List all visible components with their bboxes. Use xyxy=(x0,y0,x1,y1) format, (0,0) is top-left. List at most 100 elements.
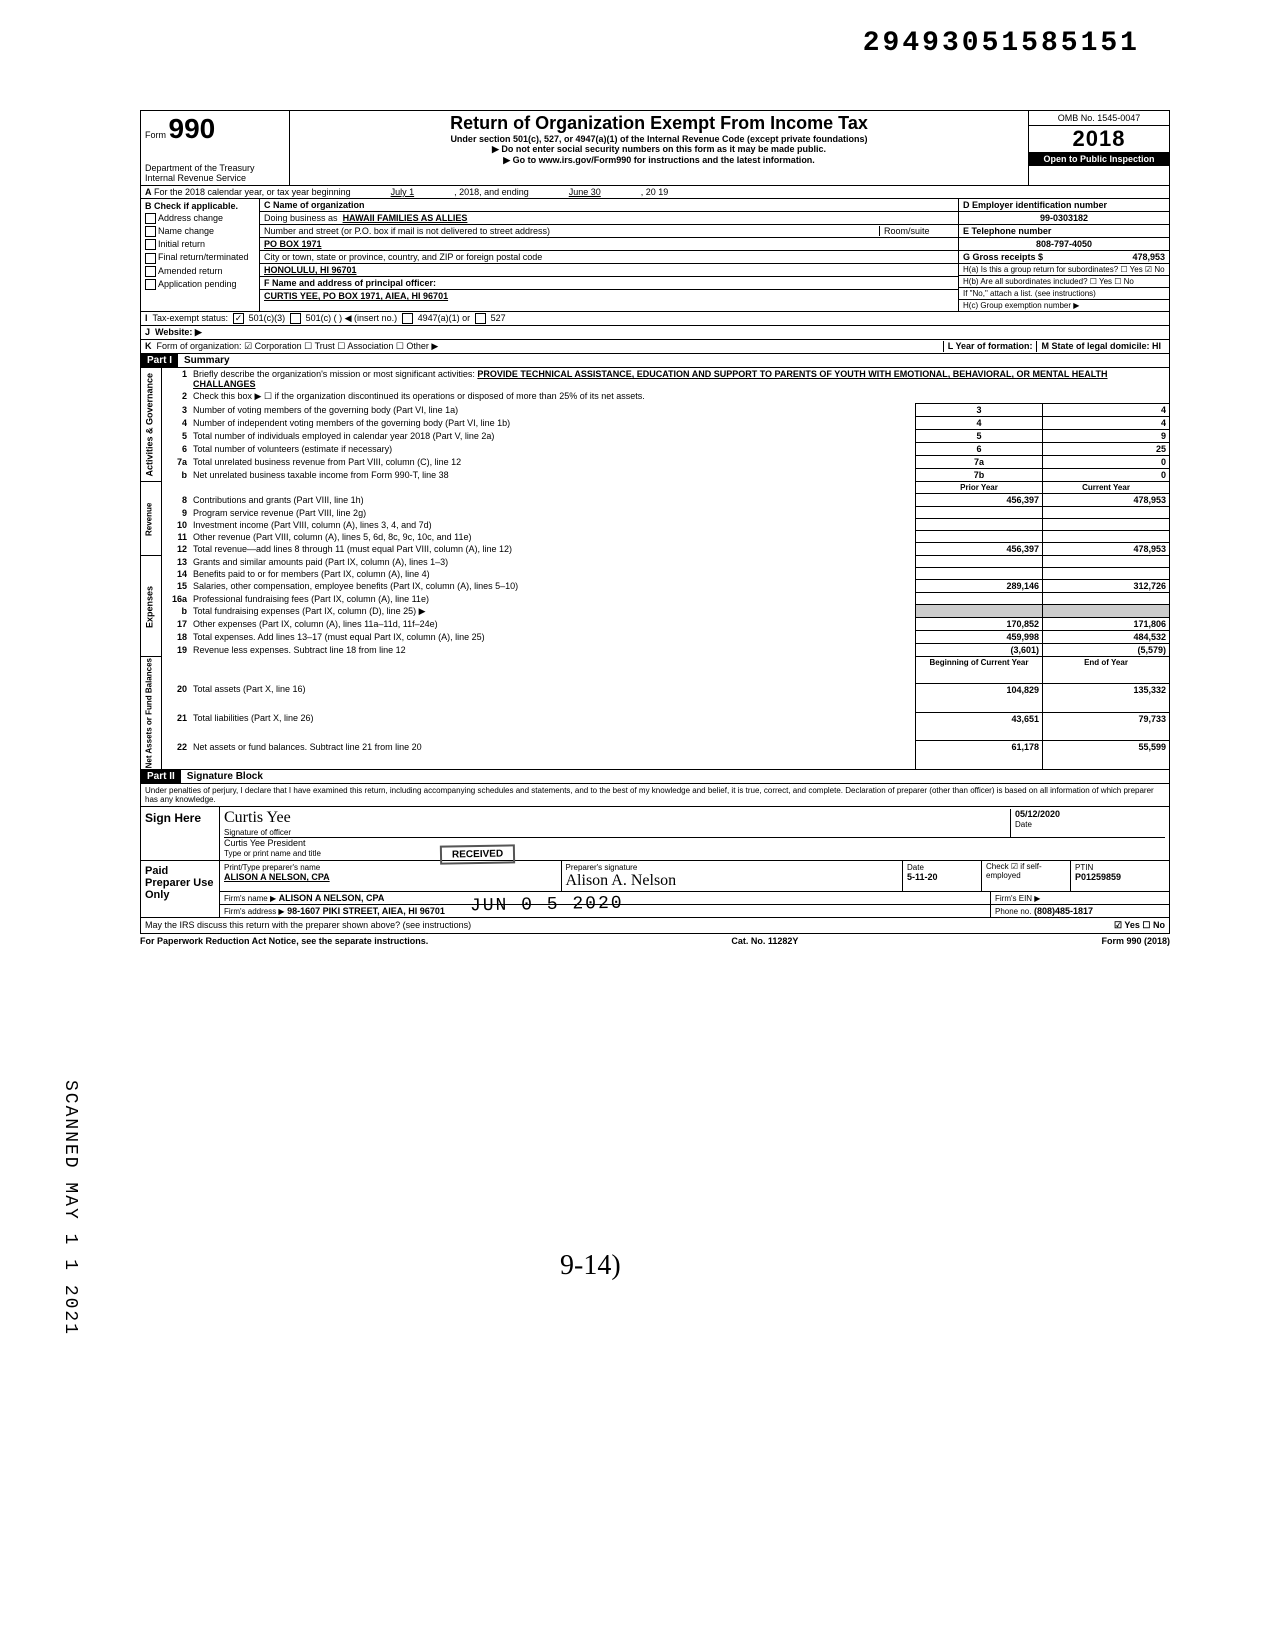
page: 29493051585151 SCANNED MAY 1 1 2021 9-14… xyxy=(0,0,1280,1646)
scanned-stamp: SCANNED MAY 1 1 2021 xyxy=(60,1080,80,1336)
n5: 5 xyxy=(162,430,191,443)
cy12: 478,953 xyxy=(1043,543,1170,556)
c-street: PO BOX 1971 xyxy=(264,239,322,249)
cy8: 478,953 xyxy=(1043,494,1170,507)
n12: 12 xyxy=(162,543,191,556)
row-j: J Website: ▶ xyxy=(140,326,1170,340)
cy14 xyxy=(1043,568,1170,580)
line1-label: Briefly describe the organization's miss… xyxy=(193,369,475,379)
d21: Total liabilities (Part X, line 26) xyxy=(190,712,916,741)
chk-final[interactable] xyxy=(145,253,156,264)
chk-501c[interactable] xyxy=(290,313,301,324)
c-officer: CURTIS YEE, PO BOX 1971, AIEA, HI 96701 xyxy=(264,291,448,301)
c-name-label: C Name of organization xyxy=(264,200,365,210)
sign-here-label: Sign Here xyxy=(141,807,220,860)
row-k: K Form of organization: ☑ Corporation ☐ … xyxy=(140,340,1170,354)
firm-name: ALISON A NELSON, CPA xyxy=(279,893,385,903)
n14: 14 xyxy=(162,568,191,580)
paid-prep-label: Paid Preparer Use Only xyxy=(141,861,220,917)
d14: Benefits paid to or for members (Part IX… xyxy=(190,568,916,580)
d22: Net assets or fund balances. Subtract li… xyxy=(190,741,916,770)
d7a: Total unrelated business revenue from Pa… xyxy=(190,456,916,469)
date-label: Date xyxy=(1015,820,1032,829)
py13 xyxy=(916,556,1043,568)
cy11 xyxy=(1043,531,1170,543)
d-ein: 99-0303182 xyxy=(959,212,1169,225)
chk-4947[interactable] xyxy=(402,313,413,324)
opt-527: 527 xyxy=(491,313,506,324)
cy15: 312,726 xyxy=(1043,580,1170,593)
chk-name[interactable] xyxy=(145,226,156,237)
sig-line-label: Signature of officer xyxy=(224,828,291,837)
py19: (3,601) xyxy=(916,644,1043,657)
prep-date: 5-11-20 xyxy=(907,872,938,882)
v6: 25 xyxy=(1043,443,1170,456)
typed-name: Curtis Yee President xyxy=(224,838,306,848)
form-subtitle-2: ▶ Do not enter social security numbers o… xyxy=(294,144,1024,155)
n10: 10 xyxy=(162,519,191,531)
open-public: Open to Public Inspection xyxy=(1029,152,1169,166)
cy18: 484,532 xyxy=(1043,631,1170,644)
n15: 15 xyxy=(162,580,191,593)
sig-date: 05/12/2020 xyxy=(1015,809,1060,819)
n8: 8 xyxy=(162,494,191,507)
py8: 456,397 xyxy=(916,494,1043,507)
chk-address[interactable] xyxy=(145,213,156,224)
lbl-amended: Amended return xyxy=(158,266,223,276)
py10 xyxy=(916,519,1043,531)
n7b: b xyxy=(162,469,191,482)
boy-h: Beginning of Current Year xyxy=(916,657,1043,684)
cy17: 171,806 xyxy=(1043,618,1170,631)
py16a xyxy=(916,593,1043,605)
cy9 xyxy=(1043,507,1170,519)
prep-name-label: Print/Type preparer's name xyxy=(224,863,320,872)
ptin: P01259859 xyxy=(1075,872,1121,882)
part2-header: Part II xyxy=(141,770,181,783)
c-street-label: Number and street (or P.O. box if mail i… xyxy=(264,226,879,236)
box-b: B Check if applicable. Address change Na… xyxy=(141,199,260,311)
row-k-label: Form of organization: xyxy=(157,341,242,352)
n3: 3 xyxy=(162,404,191,417)
side-exp: Expenses xyxy=(141,556,162,657)
n22: 22 xyxy=(162,741,191,770)
py16b xyxy=(916,605,1043,618)
c-room-label: Room/suite xyxy=(879,226,954,236)
form-number: 990 xyxy=(169,113,216,144)
perjury-text: Under penalties of perjury, I declare th… xyxy=(141,784,1169,807)
b3: 3 xyxy=(916,404,1043,417)
prep-sig-label: Preparer's signature xyxy=(566,863,638,872)
chk-pending[interactable] xyxy=(145,279,156,290)
d18: Total expenses. Add lines 13–17 (must eq… xyxy=(190,631,916,644)
row-a-endyear: , 20 19 xyxy=(641,187,669,197)
chk-initial[interactable] xyxy=(145,239,156,250)
typed-label: Type or print name and title xyxy=(224,849,321,858)
form-subtitle-3: ▶ Go to www.irs.gov/Form990 for instruct… xyxy=(294,155,1024,166)
cy22: 55,599 xyxy=(1043,741,1170,770)
b7b: 7b xyxy=(916,469,1043,482)
d3: Number of voting members of the governin… xyxy=(190,404,916,417)
footer-right: Form 990 (2018) xyxy=(1101,936,1170,946)
d6: Total number of volunteers (estimate if … xyxy=(190,443,916,456)
cy20: 135,332 xyxy=(1043,683,1170,712)
tax-year: 2018 xyxy=(1029,126,1169,152)
cy16b xyxy=(1043,605,1170,618)
eoy-h: End of Year xyxy=(1043,657,1170,684)
d8: Contributions and grants (Part VIII, lin… xyxy=(190,494,916,507)
check-self: Check ☑ if self-employed xyxy=(982,861,1071,891)
row-j-label: Website: ▶ xyxy=(155,327,202,338)
h-note: If "No," attach a list. (see instruction… xyxy=(959,288,1169,300)
d-gross: 478,953 xyxy=(1132,252,1165,262)
n11: 11 xyxy=(162,531,191,543)
chk-501c3[interactable]: ✓ xyxy=(233,313,244,324)
tax-year-begin: July 1 xyxy=(391,187,415,197)
chk-amended[interactable] xyxy=(145,266,156,277)
chk-527[interactable] xyxy=(475,313,486,324)
n17: 17 xyxy=(162,618,191,631)
d-gross-label: G Gross receipts $ xyxy=(963,252,1043,262)
b4: 4 xyxy=(916,417,1043,430)
n20: 20 xyxy=(162,683,191,712)
py14 xyxy=(916,568,1043,580)
box-c: C Name of organization Doing business as… xyxy=(260,199,958,311)
row-m-val: HI xyxy=(1152,341,1161,351)
dept-label: Department of the Treasury Internal Reve… xyxy=(145,163,285,183)
